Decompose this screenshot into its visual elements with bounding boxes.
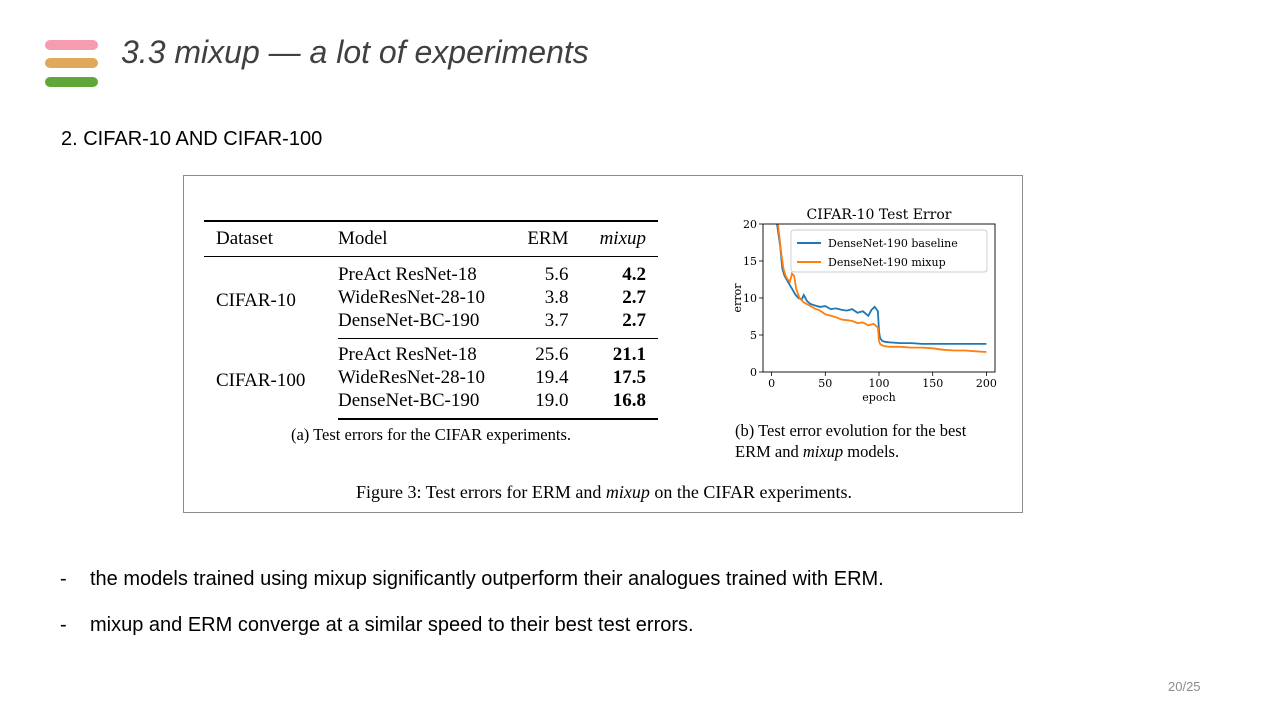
bullet-text: the models trained using mixup significa… [90,568,884,590]
figure-caption-emphasis: mixup [605,482,650,502]
series-line-baseline [776,224,987,345]
figure-caption-text-end: on the CIFAR experiments. [649,482,852,502]
y-tick-label: 15 [743,255,757,268]
slide-title: 3.3 mixup — a lot of experiments [121,34,589,70]
table-row: CIFAR-100 PreAct ResNet-18 25.6 21.1 [204,339,658,391]
header-model: Model [337,220,507,257]
caption-chart-line2: ERM and mixup models. [735,441,1025,462]
model-cell: WideResNet-28-10 [337,367,485,388]
figure-caption-text: Figure 3: Test errors for ERM and [355,482,606,502]
header-mixup: mixup [568,220,658,257]
x-tick-label: 150 [922,377,943,390]
erm-cell: 5.6 [544,264,569,285]
table-header-row: Dataset Model ERM mixup [204,220,658,257]
accent-bar-pink [45,40,98,50]
figure-panel: Dataset Model ERM mixup CIFAR-10 PreAct … [183,175,1023,513]
y-tick-label: 5 [750,329,757,342]
x-axis-label: epoch [862,391,895,404]
x-tick-label: 200 [976,377,997,390]
accent-bar-green [45,77,98,87]
caption-chart-line1: (b) Test error evolution for the best [735,421,967,440]
y-tick-label: 20 [743,218,757,231]
legend-label: DenseNet-190 mixup [828,256,946,269]
results-table: Dataset Model ERM mixup CIFAR-10 PreAct … [204,220,658,420]
dataset-cell: CIFAR-10 [216,290,296,312]
model-cell: DenseNet-BC-190 [337,389,507,420]
erm-cell: 3.7 [506,309,569,339]
legend-label: DenseNet-190 baseline [828,237,958,250]
table-row: DenseNet-BC-190 3.7 2.7 [204,309,658,339]
bullet-dash: - [60,614,67,636]
y-tick-label: 0 [750,366,757,379]
header-erm: ERM [506,220,569,257]
mixup-cell: 2.7 [568,309,658,339]
erm-cell: 19.0 [506,389,569,420]
mixup-cell: 21.1 [612,344,646,365]
model-cell: WideResNet-28-10 [337,287,485,308]
group-cifar100: CIFAR-100 PreAct ResNet-18 25.6 21.1 Wid… [204,339,658,420]
table-row: WideResNet-28-10 3.8 2.7 [204,286,658,309]
series-line-mixup [777,224,987,353]
mixup-cell: 16.8 [568,389,658,420]
chart-title: CIFAR-10 Test Error [807,207,952,223]
y-tick-label: 10 [743,292,757,305]
caption-table: (a) Test errors for the CIFAR experiment… [290,425,572,444]
mixup-cell: 4.2 [622,264,646,285]
bullet-text: mixup and ERM converge at a similar spee… [90,614,694,636]
header-dataset: Dataset [204,220,338,257]
page-number: 20/25 [1168,679,1201,694]
figure-caption: Figure 3: Test errors for ERM and mixup … [184,482,1024,503]
y-axis-label: error [731,283,744,313]
group-cifar10: CIFAR-10 PreAct ResNet-18 5.6 4.2 WideRe… [204,257,658,339]
table-row: CIFAR-10 PreAct ResNet-18 5.6 4.2 [204,257,658,311]
model-cell: PreAct ResNet-18 [337,344,477,365]
caption-chart: (b) Test error evolution for the best ER… [735,420,1025,462]
x-tick-label: 50 [818,377,832,390]
caption-chart-text-end: models. [843,442,900,461]
caption-chart-emphasis: mixup [802,442,844,461]
x-tick-label: 0 [768,377,775,390]
erm-cell: 25.6 [535,344,569,365]
table-row: DenseNet-BC-190 19.0 16.8 [204,389,658,420]
legend-box [790,229,988,273]
table-row: WideResNet-28-10 19.4 17.5 [204,366,658,389]
model-cell: PreAct ResNet-18 [337,264,477,285]
bullet-dash: - [60,568,67,590]
test-error-chart: CIFAR-10 Test Error 0 50 100 150 200 0 5 10 15 20 e… [731,207,997,404]
erm-cell: 19.4 [535,367,569,388]
mixup-cell: 17.5 [612,367,646,388]
model-cell: DenseNet-BC-190 [337,309,507,339]
dataset-cell: CIFAR-100 [216,370,306,392]
x-tick-label: 100 [869,377,890,390]
mixup-cell: 2.7 [622,287,646,308]
erm-cell: 3.8 [544,287,569,308]
section-subtitle: 2. CIFAR-10 AND CIFAR-100 [61,128,323,150]
caption-chart-text: ERM and [735,442,803,461]
accent-bar-orange [45,58,98,68]
